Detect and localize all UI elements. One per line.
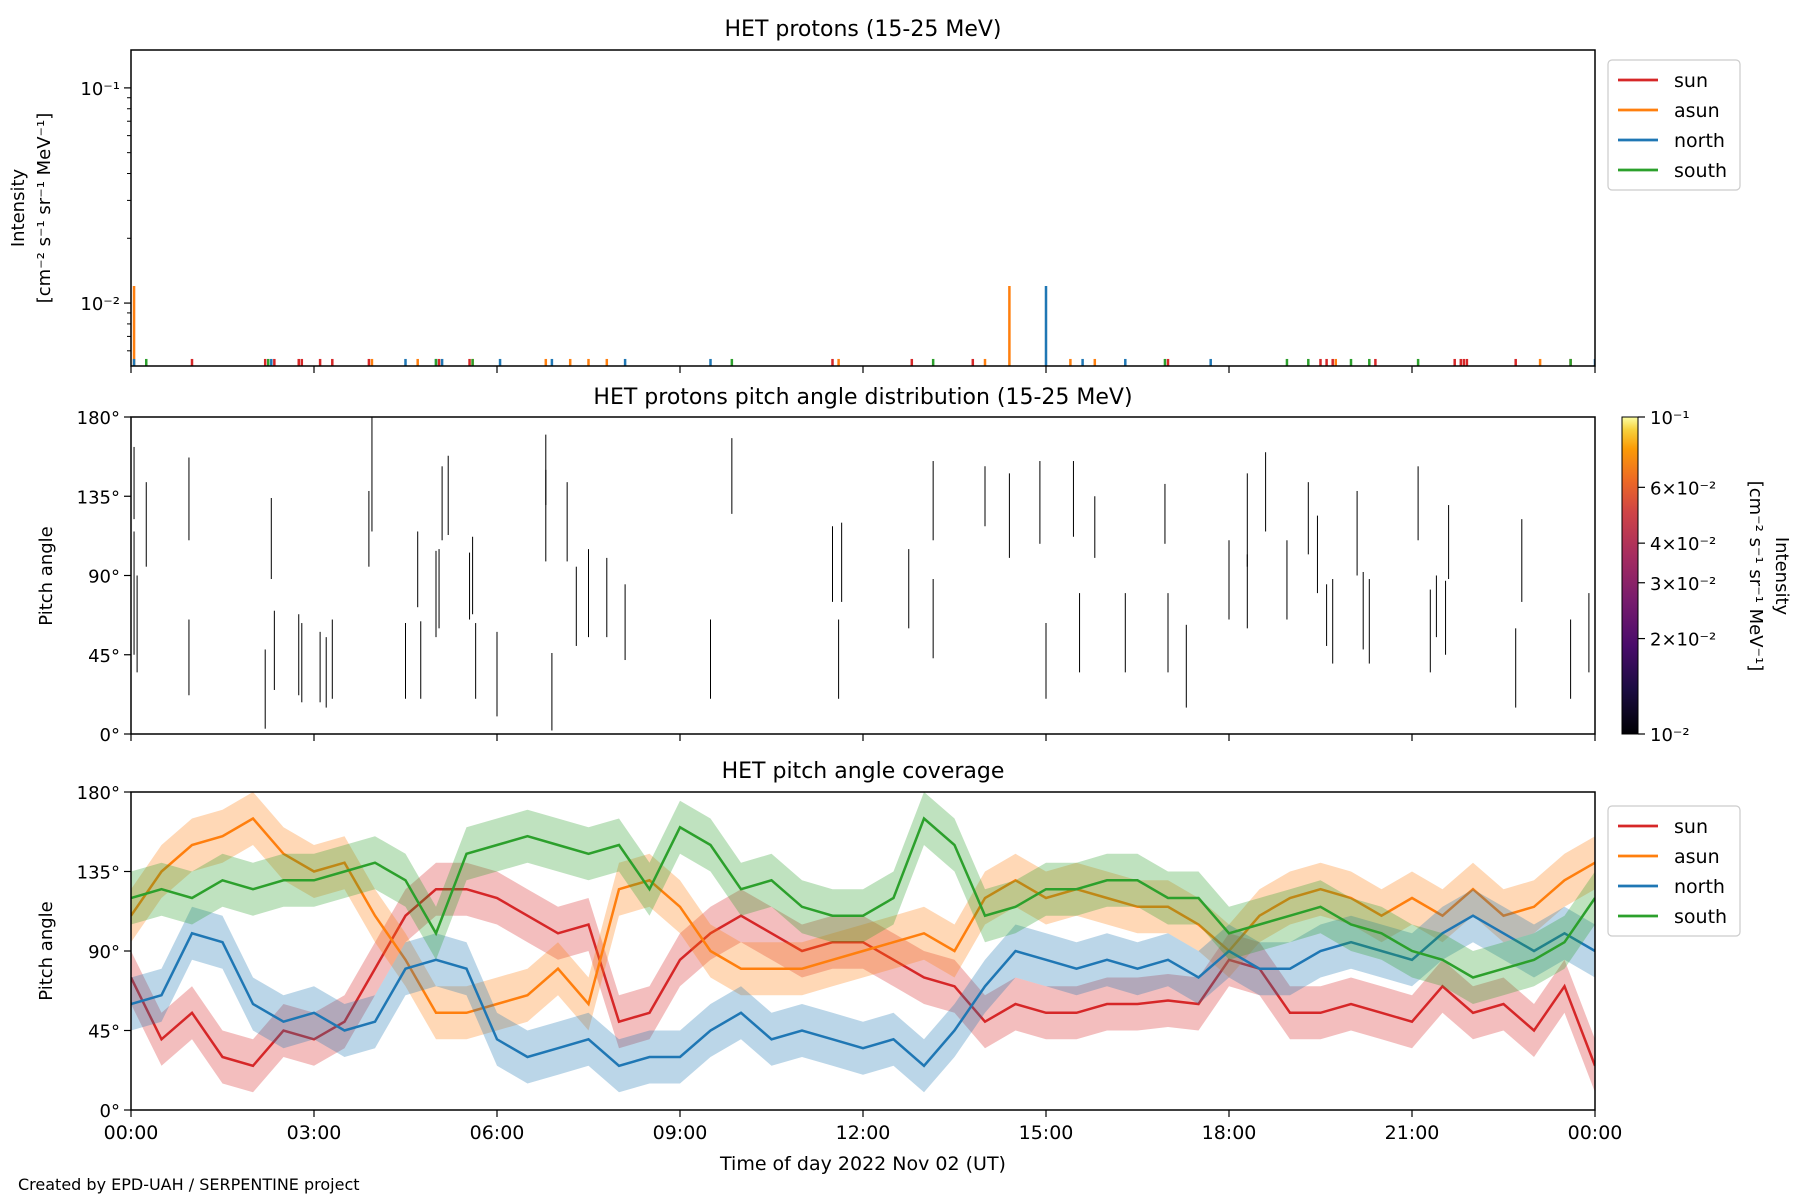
footer-credit: Created by EPD-UAH / SERPENTINE project bbox=[18, 1175, 360, 1194]
coverage-line-south bbox=[131, 816, 1595, 979]
x-tick-label: 00:00 bbox=[1568, 1122, 1623, 1144]
coverage-line-asun bbox=[131, 816, 1595, 1015]
legend-label-south: south bbox=[1674, 906, 1727, 928]
coverage-ytick-label: 0° bbox=[100, 1101, 120, 1122]
coverage-lines bbox=[131, 792, 1595, 1093]
pad-ytick-label: 180° bbox=[77, 408, 120, 429]
legend-box bbox=[1607, 805, 1741, 937]
coverage-line-north bbox=[131, 914, 1595, 1068]
coverage-ytick-label: 90° bbox=[88, 942, 120, 963]
legend-label-north: north bbox=[1674, 876, 1725, 898]
pad-colorbar-label-line2: [cm⁻² s⁻¹ sr⁻¹ MeV⁻¹] bbox=[1745, 481, 1766, 672]
intensity-spikes bbox=[132, 286, 1595, 366]
legend-label-asun: asun bbox=[1674, 100, 1720, 122]
coverage-yticks: 0° 45° 90° 135° 180° bbox=[77, 783, 131, 1122]
colorbar-tick-label: 4×10⁻² bbox=[1650, 534, 1716, 555]
intensity-ylabel-line2: [cm⁻² s⁻¹ sr⁻¹ MeV⁻¹] bbox=[34, 113, 55, 304]
intensity-legend: sun asun north south bbox=[1607, 59, 1741, 191]
coverage-line-sun bbox=[131, 887, 1595, 1068]
panel-coverage: HET pitch angle coverage 0° 45° 90° 135° 180… bbox=[36, 759, 1741, 1122]
x-tick-label: 06:00 bbox=[470, 1122, 525, 1144]
legend-label-north: north bbox=[1674, 130, 1725, 152]
panel-intensity-title: HET protons (15-25 MeV) bbox=[725, 17, 1002, 42]
x-tick-label: 00:00 bbox=[104, 1122, 159, 1144]
colorbar-tick-label: 10⁻² bbox=[1650, 725, 1690, 746]
colorbar-tick-label: 2×10⁻² bbox=[1650, 630, 1716, 651]
intensity-ylabel-line1: Intensity bbox=[8, 168, 29, 247]
coverage-band-north bbox=[131, 889, 1595, 1093]
legend-label-south: south bbox=[1674, 160, 1727, 182]
pad-colorbar-ticks: 10⁻² 2×10⁻² 3×10⁻² 4×10⁻² 6×10⁻² 10⁻¹ bbox=[1638, 408, 1716, 746]
coverage-ytick-label: 180° bbox=[77, 783, 120, 804]
panel-pad-title: HET protons pitch angle distribution (15… bbox=[593, 385, 1132, 410]
coverage-band-asun bbox=[131, 792, 1595, 1040]
x-tick-label: 18:00 bbox=[1202, 1122, 1257, 1144]
x-tick-label: 21:00 bbox=[1385, 1122, 1440, 1144]
coverage-ylabel: Pitch angle bbox=[36, 901, 57, 1000]
coverage-ytick-label: 135° bbox=[77, 863, 120, 884]
panel-intensity-frame bbox=[130, 49, 1596, 367]
x-tick-label: 15:00 bbox=[1019, 1122, 1074, 1144]
panel-coverage-title: HET pitch angle coverage bbox=[722, 759, 1005, 784]
colorbar-tick-label: 6×10⁻² bbox=[1650, 478, 1716, 499]
coverage-legend: sun asun north south bbox=[1607, 805, 1741, 937]
pad-ylabel: Pitch angle bbox=[36, 526, 57, 625]
pad-colorbar bbox=[1621, 416, 1639, 735]
pad-segments bbox=[133, 417, 1590, 731]
panel-pad: HET protons pitch angle distribution (15… bbox=[36, 385, 1792, 746]
pad-ytick-label: 0° bbox=[100, 725, 120, 746]
pad-colorbar-label-line1: Intensity bbox=[1771, 537, 1792, 616]
x-axis-label: Time of day 2022 Nov 02 (UT) bbox=[719, 1153, 1006, 1175]
coverage-band-sun bbox=[131, 862, 1595, 1093]
colorbar-tick-label: 10⁻¹ bbox=[1650, 408, 1690, 429]
panel-intensity: HET protons (15-25 MeV) 10⁻¹ 10⁻² Intensi… bbox=[8, 17, 1741, 367]
legend-box bbox=[1607, 59, 1741, 191]
legend-label-sun: sun bbox=[1674, 816, 1708, 838]
x-axis-ticks: 00:00 03:00 06:00 09:00 12:00 15:00 18:00 21:00… bbox=[104, 366, 1623, 1144]
pad-ytick-label: 45° bbox=[88, 646, 120, 667]
panel-pad-frame bbox=[130, 416, 1596, 735]
x-tick-label: 12:00 bbox=[836, 1122, 891, 1144]
colorbar-tick-label: 3×10⁻² bbox=[1650, 574, 1716, 595]
intensity-ytick-label: 10⁻² bbox=[80, 294, 120, 315]
pad-ytick-label: 90° bbox=[88, 567, 120, 588]
intensity-yticks: 10⁻¹ 10⁻² bbox=[80, 79, 131, 352]
legend-label-sun: sun bbox=[1674, 70, 1708, 92]
x-tick-label: 03:00 bbox=[287, 1122, 342, 1144]
pad-yticks: 0° 45° 90° 135° 180° bbox=[77, 408, 131, 746]
x-tick-label: 09:00 bbox=[653, 1122, 708, 1144]
pad-ytick-label: 135° bbox=[77, 487, 120, 508]
intensity-ytick-label: 10⁻¹ bbox=[80, 79, 120, 100]
coverage-ytick-label: 45° bbox=[88, 1022, 120, 1043]
legend-label-asun: asun bbox=[1674, 846, 1720, 868]
